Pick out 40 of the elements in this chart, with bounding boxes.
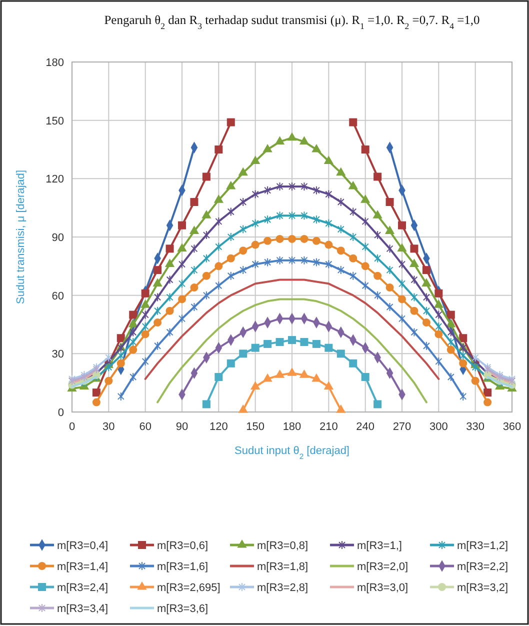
legend-label: m[R3=0,8] (257, 540, 308, 552)
y-tick-label: 0 (58, 407, 64, 419)
x-tick-label: 330 (466, 421, 485, 433)
x-tick-label: 0 (68, 421, 76, 433)
x-tick-label: 240 (356, 421, 375, 433)
x-tick-label: 30 (102, 421, 115, 433)
legend-label: m[R3=2,4] (57, 582, 108, 594)
y-tick-label: 180 (46, 57, 64, 69)
legend-label: m[R3=3,2] (457, 582, 508, 594)
legend-label: m[R3=2,695] (157, 582, 220, 594)
x-tick-label: 120 (209, 421, 228, 433)
x-tick-label: 150 (246, 421, 265, 433)
x-tick-label: 300 (429, 421, 448, 433)
legend-label: m[R3=1,8] (257, 561, 308, 573)
x-tick-label: 270 (392, 421, 412, 433)
legend-label: m[R3=0,4] (57, 540, 108, 552)
y-tick-label: 150 (46, 115, 64, 128)
chart-title: Pengaruh θ$_{2}$ dan R$_{3}$ terhadap sudut transmisi (μ). R$_{1}$ =1,0. R$_{2}$ =0,7. R$_{4}$ =1,0 (104, 13, 480, 31)
x-tick-label: 60 (139, 421, 152, 433)
y-tick-label: 60 (52, 290, 64, 302)
legend-label: m[R3=2,8] (257, 582, 308, 594)
legend-label: m[R3=3,0] (357, 582, 408, 594)
y-axis-title: Sudut transmisi, μ [derajad] (15, 170, 27, 304)
x-tick-label: 90 (176, 421, 188, 433)
y-tick-label: 30 (52, 348, 64, 361)
x-axis-title: Sudut input θ$_{2}$ [derajad] (234, 445, 350, 460)
legend-label: m[R3=2,0] (357, 561, 408, 573)
legend-label: m[R3=2,2] (457, 561, 508, 573)
legend-label: m[R3=3,6] (157, 603, 208, 615)
legend-label: m[R3=3,4] (57, 603, 108, 615)
legend-label: m[R3=1,6] (157, 561, 208, 573)
legend-label: m[R3=1,] (357, 540, 402, 552)
y-tick-label: 120 (46, 174, 64, 186)
legend-label: m[R3=1,4] (57, 561, 108, 573)
legend-label: m[R3=0,6] (157, 540, 208, 552)
y-tick-label: 90 (52, 232, 64, 244)
x-tick-label: 360 (502, 421, 522, 433)
x-tick-label: 210 (319, 421, 338, 433)
legend-label: m[R3=1,2] (457, 540, 508, 552)
x-tick-label: 180 (282, 421, 302, 433)
